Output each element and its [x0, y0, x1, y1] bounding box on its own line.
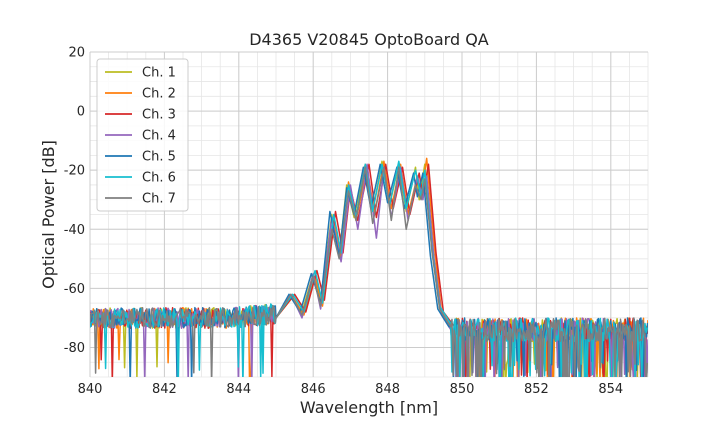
series-line-ch7	[90, 166, 648, 377]
x-tick-label: 848	[375, 382, 400, 397]
y-tick-label: 0	[77, 105, 85, 120]
legend-label: Ch. 7	[142, 192, 176, 207]
y-tick-label: 20	[68, 46, 85, 61]
y-tick-label: -60	[64, 282, 85, 297]
x-axis-label: Wavelength [nm]	[300, 398, 438, 417]
x-tick-label: 844	[226, 382, 251, 397]
x-tick-label: 850	[450, 382, 475, 397]
y-tick-label: -20	[64, 164, 85, 179]
legend-label: Ch. 5	[142, 150, 176, 165]
y-tick-label: -80	[64, 341, 85, 356]
legend-label: Ch. 3	[142, 108, 176, 123]
y-tick-label: -40	[64, 223, 85, 238]
x-tick-label: 854	[598, 382, 623, 397]
legend: Ch. 1 Ch. 2 Ch. 3 Ch. 4 Ch. 5 Ch. 6 Ch. 7	[96, 58, 189, 212]
legend-label: Ch. 2	[142, 87, 176, 102]
x-tick-labels: 840 842 844 846 848 850 852 854	[78, 382, 624, 397]
legend-box	[96, 58, 189, 212]
series-layer	[90, 157, 648, 377]
x-tick-label: 846	[301, 382, 326, 397]
y-tick-labels: -80 -60 -40 -20 0 20	[64, 46, 85, 356]
x-tick-label: 842	[152, 382, 177, 397]
x-tick-label: 840	[78, 382, 103, 397]
chart-title: D4365 V20845 OptoBoard QA	[249, 30, 489, 49]
x-tick-label: 852	[524, 382, 549, 397]
legend-label: Ch. 4	[142, 129, 176, 144]
legend-label: Ch. 1	[142, 66, 176, 81]
legend-label: Ch. 6	[142, 171, 176, 186]
y-axis-label: Optical Power [dB]	[39, 140, 58, 289]
